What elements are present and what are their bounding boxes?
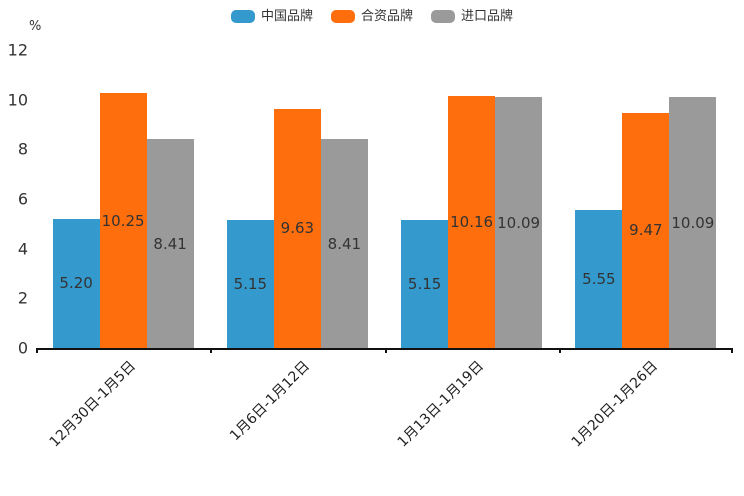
bar-series3-period1: 8.41 (146, 139, 194, 348)
legend-item-label: 中国品牌 (260, 9, 313, 24)
bar-value-label: 5.20 (59, 274, 93, 293)
x-category-label-3: 1月13日-1月19日 (394, 358, 488, 451)
bar-value-label: 8.41 (153, 234, 187, 253)
x-tick-mark (384, 348, 387, 353)
y-axis: 0 2 4 6 8 10 12 (0, 41, 30, 358)
legend-item-label: 进口品牌 (461, 9, 514, 24)
legend-item-3[interactable]: 进口品牌 (431, 9, 513, 24)
x-tick-mark (36, 348, 38, 353)
y-tick-label: 0 (17, 338, 28, 358)
x-tick-mark (210, 348, 213, 353)
bar-series3-period2: 8.41 (320, 139, 368, 348)
y-tick-label: 12 (7, 40, 28, 60)
x-tick-mark (558, 348, 561, 353)
bar-value-label: 5.15 (407, 275, 442, 294)
legend-marker-icon (431, 10, 455, 23)
bar-value-label: 10.09 (671, 213, 715, 232)
x-tick-mark (731, 348, 733, 353)
y-axis-unit-label: % (29, 19, 42, 34)
bar-series3-period3: 10.09 (495, 97, 543, 348)
bar-series1-period1: 5.20 (52, 218, 100, 348)
bar-group-4: 5.55 9.47 10.09 (559, 50, 733, 348)
y-tick-label: 4 (17, 239, 28, 259)
bar-value-label: 8.41 (327, 234, 362, 253)
bar-series2-period2: 9.63 (273, 108, 321, 348)
bar-value-label: 9.47 (629, 221, 663, 240)
bar-series2-period1: 10.25 (99, 93, 147, 348)
legend-item-2[interactable]: 合资品牌 (330, 9, 413, 24)
y-tick-label: 6 (17, 189, 28, 209)
bar-value-label: 5.55 (582, 270, 616, 289)
bar-series2-period3: 10.16 (448, 95, 496, 348)
y-tick-label: 8 (17, 139, 28, 159)
legend-item-1[interactable]: 中国品牌 (230, 9, 313, 24)
bar-series2-period4: 9.47 (622, 112, 670, 348)
x-category-label-1: 12月30日-1月5日 (46, 358, 139, 451)
legend: 中国品牌 合资品牌 进口品牌 (0, 9, 744, 24)
bar-group-2: 5.15 9.63 8.41 (210, 50, 384, 348)
plot-area: 5.20 10.25 8.41 12月30日-1月5日 5.15 9.63 8.41 1月6日… (36, 50, 733, 450)
legend-marker-icon (330, 10, 355, 23)
bar-value-label: 9.63 (280, 219, 315, 238)
x-category-label-4: 1月20日-1月26日 (569, 358, 662, 451)
bar-value-label: 10.09 (497, 213, 541, 232)
bar-series1-period4: 5.55 (575, 210, 623, 348)
legend-marker-icon (230, 10, 255, 23)
bar-value-label: 10.25 (101, 211, 145, 230)
bar-group-3: 5.15 10.16 10.09 (385, 50, 559, 348)
y-tick-label: 2 (17, 288, 28, 308)
bar-series1-period3: 5.15 (401, 220, 449, 348)
bar-group-1: 5.20 10.25 8.41 (36, 50, 210, 348)
bar-value-label: 10.16 (450, 212, 494, 231)
legend-item-label: 合资品牌 (360, 9, 413, 24)
x-category-label-2: 1月6日-1月12日 (226, 358, 313, 445)
bar-value-label: 5.15 (233, 275, 268, 294)
bar-series1-period2: 5.15 (226, 220, 274, 348)
y-tick-label: 10 (7, 90, 28, 110)
bar-series3-period4: 10.09 (669, 97, 717, 348)
